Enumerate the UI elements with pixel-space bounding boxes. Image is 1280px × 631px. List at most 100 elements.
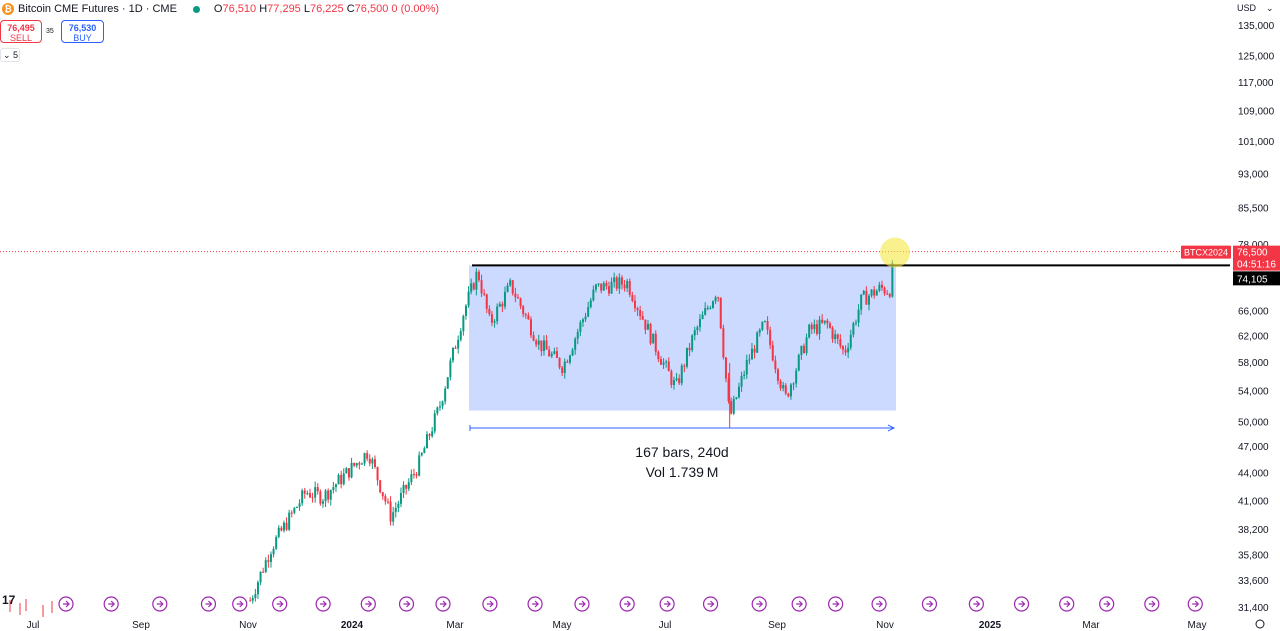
candle-body <box>644 319 647 330</box>
event-arrow-icon <box>973 600 981 608</box>
x-tick-label: Nov <box>876 620 894 631</box>
ohlc-values: O76,510 H77,295 L76,225 C76,500 0 (0.00%… <box>213 3 440 15</box>
candle-body <box>462 315 465 332</box>
candle-body <box>883 287 886 294</box>
candle-body <box>844 349 847 353</box>
chevron-down-icon[interactable]: ⌄ <box>1266 3 1274 13</box>
countdown-label: 04:51:16 <box>1237 260 1276 271</box>
candle-body <box>397 503 400 508</box>
candle-body <box>436 407 439 414</box>
candle-body <box>779 380 782 389</box>
symbol-tag: BTCX2024 <box>1184 248 1228 258</box>
event-arrow-icon <box>624 600 632 608</box>
candle-body <box>862 290 865 295</box>
candle-body <box>568 355 571 363</box>
candle-body <box>545 340 548 350</box>
candle-body <box>740 375 743 387</box>
candle-body <box>529 319 532 336</box>
candle-body <box>701 314 704 320</box>
y-tick-label: 33,600 <box>1238 576 1269 587</box>
candle-body <box>399 493 402 504</box>
event-arrow-icon <box>1192 600 1200 608</box>
event-arrow-icon <box>1103 600 1111 608</box>
candle-body <box>254 594 257 599</box>
candle-body <box>423 448 426 454</box>
candle-body <box>818 319 821 334</box>
candle-body <box>524 314 527 316</box>
candle-body <box>412 474 415 476</box>
y-tick-label: 101,000 <box>1238 137 1275 148</box>
market-status-dot <box>192 5 200 13</box>
candle-body <box>722 328 725 358</box>
candle-body <box>275 536 278 549</box>
candle-body <box>316 487 319 492</box>
candle-body <box>839 338 842 347</box>
event-arrow-icon <box>486 600 494 608</box>
candle-body <box>470 283 473 292</box>
candle-body <box>347 468 350 478</box>
event-arrow-icon <box>156 600 164 608</box>
candle-body <box>613 277 616 283</box>
candle-body <box>337 474 340 485</box>
candle-body <box>672 380 675 385</box>
sell-button[interactable]: 76,495 SELL <box>0 20 42 43</box>
candle-body <box>831 327 834 340</box>
candle-body <box>581 319 584 323</box>
candle-body <box>667 361 670 372</box>
candle-body <box>425 434 428 449</box>
symbol-title[interactable]: Bitcoin CME Futures · 1D · CME <box>18 3 177 15</box>
x-tick-label: May <box>1188 620 1207 631</box>
candle-body <box>875 290 878 296</box>
candle-body <box>626 280 629 289</box>
x-tick-label: Sep <box>132 620 150 631</box>
candle-body <box>769 329 772 346</box>
candle-body <box>441 401 444 407</box>
candle-body <box>329 489 332 500</box>
candle-body <box>826 320 829 324</box>
symbol-tag-bg <box>1181 245 1231 259</box>
candle-body <box>381 492 384 497</box>
y-tick-label: 31,400 <box>1238 603 1269 614</box>
candle-body <box>298 503 301 507</box>
candle-body <box>394 507 397 513</box>
candle-body <box>792 383 795 385</box>
currency-label[interactable]: USD <box>1237 3 1257 13</box>
indicators-toggle[interactable]: ⌄ 5 <box>0 48 20 62</box>
candle-body <box>800 345 803 355</box>
candle-body <box>639 310 642 317</box>
candle-body <box>464 305 467 316</box>
candle-body <box>433 413 436 432</box>
candle-body <box>285 522 288 530</box>
candle-body <box>290 512 293 514</box>
y-tick-label: 78,000 <box>1238 240 1269 251</box>
candle-body <box>496 306 499 322</box>
event-arrow-icon <box>108 600 116 608</box>
y-tick-label: 44,000 <box>1238 468 1269 479</box>
candle-body <box>787 393 790 397</box>
candle-body <box>402 484 405 494</box>
event-arrow-icon <box>403 600 411 608</box>
candle-body <box>532 335 535 341</box>
candle-body <box>706 307 709 309</box>
buy-button[interactable]: 76,530 BUY <box>61 20 104 43</box>
event-arrow-icon <box>365 600 373 608</box>
candle-body <box>345 468 348 474</box>
candle-body <box>537 340 540 345</box>
event-arrow-icon <box>276 600 284 608</box>
candle-body <box>857 309 860 323</box>
candle-body <box>295 506 298 508</box>
candle-body <box>566 361 569 363</box>
candle-body <box>282 522 285 531</box>
x-tick-label: May <box>553 620 572 631</box>
candle-body <box>696 327 699 331</box>
candle-body <box>763 321 766 323</box>
candle-body <box>662 362 665 365</box>
candle-body <box>834 334 837 340</box>
candle-body <box>675 378 678 381</box>
candle-body <box>420 453 423 456</box>
candle-body <box>657 351 660 360</box>
resistance-tag-bg <box>1233 271 1280 286</box>
candle-body <box>774 360 777 370</box>
y-tick-label: 54,000 <box>1238 387 1269 398</box>
